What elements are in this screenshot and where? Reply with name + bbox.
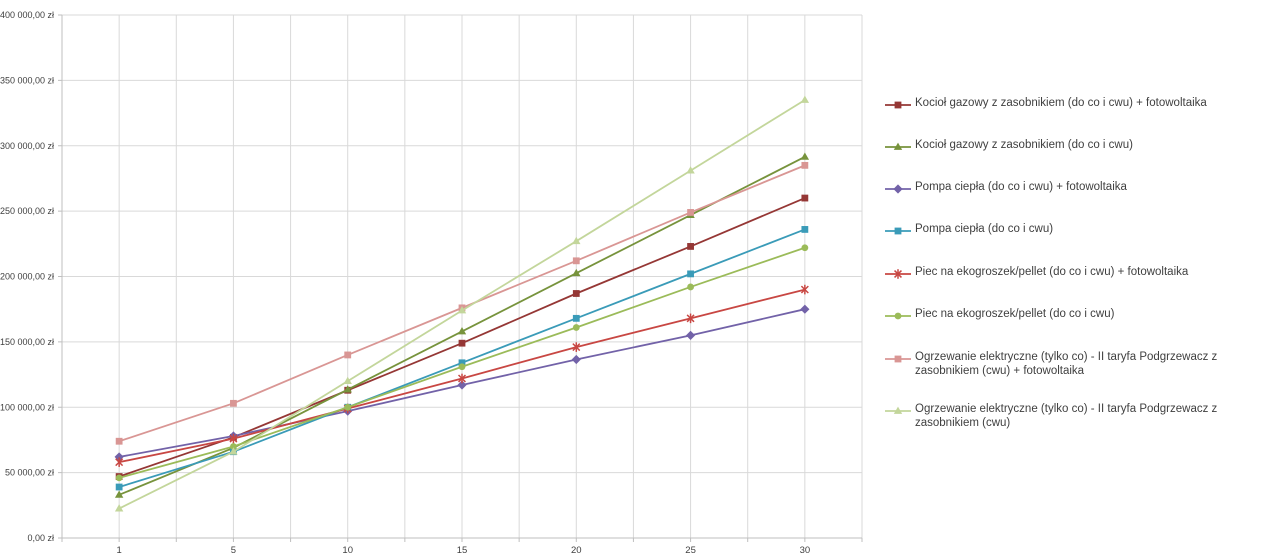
square-marker-icon [458,359,466,367]
circle-marker-icon [458,363,466,371]
legend-item-2: Kocioł gazowy z zasobnikiem (do co i cwu… [885,138,1133,153]
square-marker-icon [572,257,580,265]
plot-area: 0,00 zł 50 000,00 zł 100 000,00 zł 150 000,… [0,10,863,556]
legend-item-5: Piec na ekogroszek/pellet (do co i cwu) … [885,265,1188,280]
legend-item-7: Ogrzewanie elektryczne (tylko co) - II t… [885,350,1273,378]
x-axis-tick-label: 25 [685,545,696,556]
legend-item-label: Piec na ekogroszek/pellet (do co i cwu) [915,308,1115,320]
triangle-marker-icon [114,504,124,512]
circle-marker-icon [344,403,352,411]
diamond-marker-icon [800,304,810,314]
star-marker-icon [458,374,466,383]
legend-marker-icon [885,269,911,279]
triangle-marker-icon [229,447,238,455]
y-axis-tick-label: 50 000,00 zł [5,468,54,478]
legend-item-4: Pompa ciepła (do co i cwu) [885,222,1053,237]
circle-marker-icon [230,443,237,450]
y-axis-tick-label: 100 000,00 zł [0,402,54,412]
triangle-marker-icon [686,166,695,174]
y-axis-tick-label: 400 000,00 zł [0,10,54,20]
legend-item-8: Ogrzewanie elektryczne (tylko co) - II t… [885,402,1273,430]
triangle-marker-icon [893,142,903,150]
square-marker-icon [344,351,352,359]
legend-item-label: Piec na ekogroszek/pellet (do co i cwu) … [915,266,1189,278]
diamond-marker-icon [685,330,696,340]
x-axis-tick-label: 15 [457,545,468,556]
square-marker-icon [894,101,902,109]
legend-item-label: Kocioł gazowy z zasobnikiem (do co i cwu… [915,139,1133,151]
legend-item-3: Pompa ciepła (do co i cwu) + fotowoltaik… [885,180,1127,195]
triangle-marker-icon [800,95,810,103]
circle-marker-icon [801,244,809,252]
square-marker-icon [801,226,809,233]
circle-marker-icon [894,312,902,320]
star-marker-icon [572,343,581,352]
square-marker-icon [572,314,580,322]
star-marker-icon [115,458,124,467]
legend-marker-icon [885,184,911,194]
triangle-marker-icon [114,490,124,498]
legend-marker-icon [885,312,911,320]
square-marker-icon [115,437,123,445]
triangle-marker-icon [343,385,352,393]
series-8 [114,95,810,512]
legend-item-label: Kocioł gazowy z zasobnikiem (do co i cwu… [915,97,1207,109]
legend-item-label: Pompa ciepła (do co i cwu) + fotowoltaik… [915,181,1127,193]
circle-marker-icon [687,283,694,291]
square-marker-icon [115,483,123,491]
triangle-marker-icon [800,152,810,160]
triangle-marker-icon [572,268,581,277]
legend-item-label: Ogrzewanie elektryczne (tylko co) - II t… [915,351,1218,377]
triangle-marker-icon [457,306,467,314]
x-axis-tick-label: 10 [342,545,353,556]
triangle-marker-icon [457,327,467,335]
diamond-marker-icon [571,354,581,365]
y-axis-tick-label: 0,00 zł [27,533,54,543]
y-axis-tick-label: 350 000,00 zł [0,75,54,85]
square-marker-icon [458,339,466,347]
legend-item-label: Ogrzewanie elektryczne (tylko co) - II t… [915,403,1218,429]
legend-marker-icon [885,355,911,363]
square-marker-icon [801,194,809,202]
triangle-marker-icon [572,236,581,245]
legend-marker-icon [885,142,911,150]
legend-item-label: Pompa ciepła (do co i cwu) [915,223,1054,235]
star-marker-icon [229,434,238,443]
star-marker-icon [686,314,695,323]
x-axis-tick-label: 5 [231,545,236,556]
square-marker-icon [687,209,694,216]
square-marker-icon [687,270,694,278]
square-marker-icon [687,243,694,250]
diamond-marker-icon [457,380,467,390]
x-axis-tick-label: 30 [800,545,811,556]
legend-item-1: Kocioł gazowy z zasobnikiem (do co i cwu… [885,96,1207,111]
triangle-marker-icon [893,406,903,414]
y-axis-tick-label: 250 000,00 zł [0,206,54,216]
legend-item-6: Piec na ekogroszek/pellet (do co i cwu) [885,307,1114,322]
circle-marker-icon [115,474,123,482]
y-axis-tick-label: 200 000,00 zł [0,272,54,282]
square-marker-icon [894,355,902,363]
square-marker-icon [572,290,580,297]
star-marker-icon [800,285,809,294]
square-marker-icon [801,161,809,169]
legend-marker-icon [885,101,911,109]
triangle-marker-icon [343,376,352,384]
legend-marker-icon [885,406,911,414]
square-marker-icon [230,399,237,407]
y-axis-tick-label: 150 000,00 zł [0,337,54,347]
x-axis-tick-label: 20 [571,545,582,556]
legend-marker-icon [885,227,911,235]
diamond-marker-icon [893,184,903,194]
star-marker-icon [894,270,902,278]
circle-marker-icon [572,324,580,331]
x-axis-tick-label: 1 [116,545,121,556]
chart-legend: Kocioł gazowy z zasobnikiem (do co i cwu… [885,0,1275,559]
square-marker-icon [894,227,902,235]
y-axis-tick-label: 300 000,00 zł [0,141,54,151]
series-6 [115,244,809,482]
